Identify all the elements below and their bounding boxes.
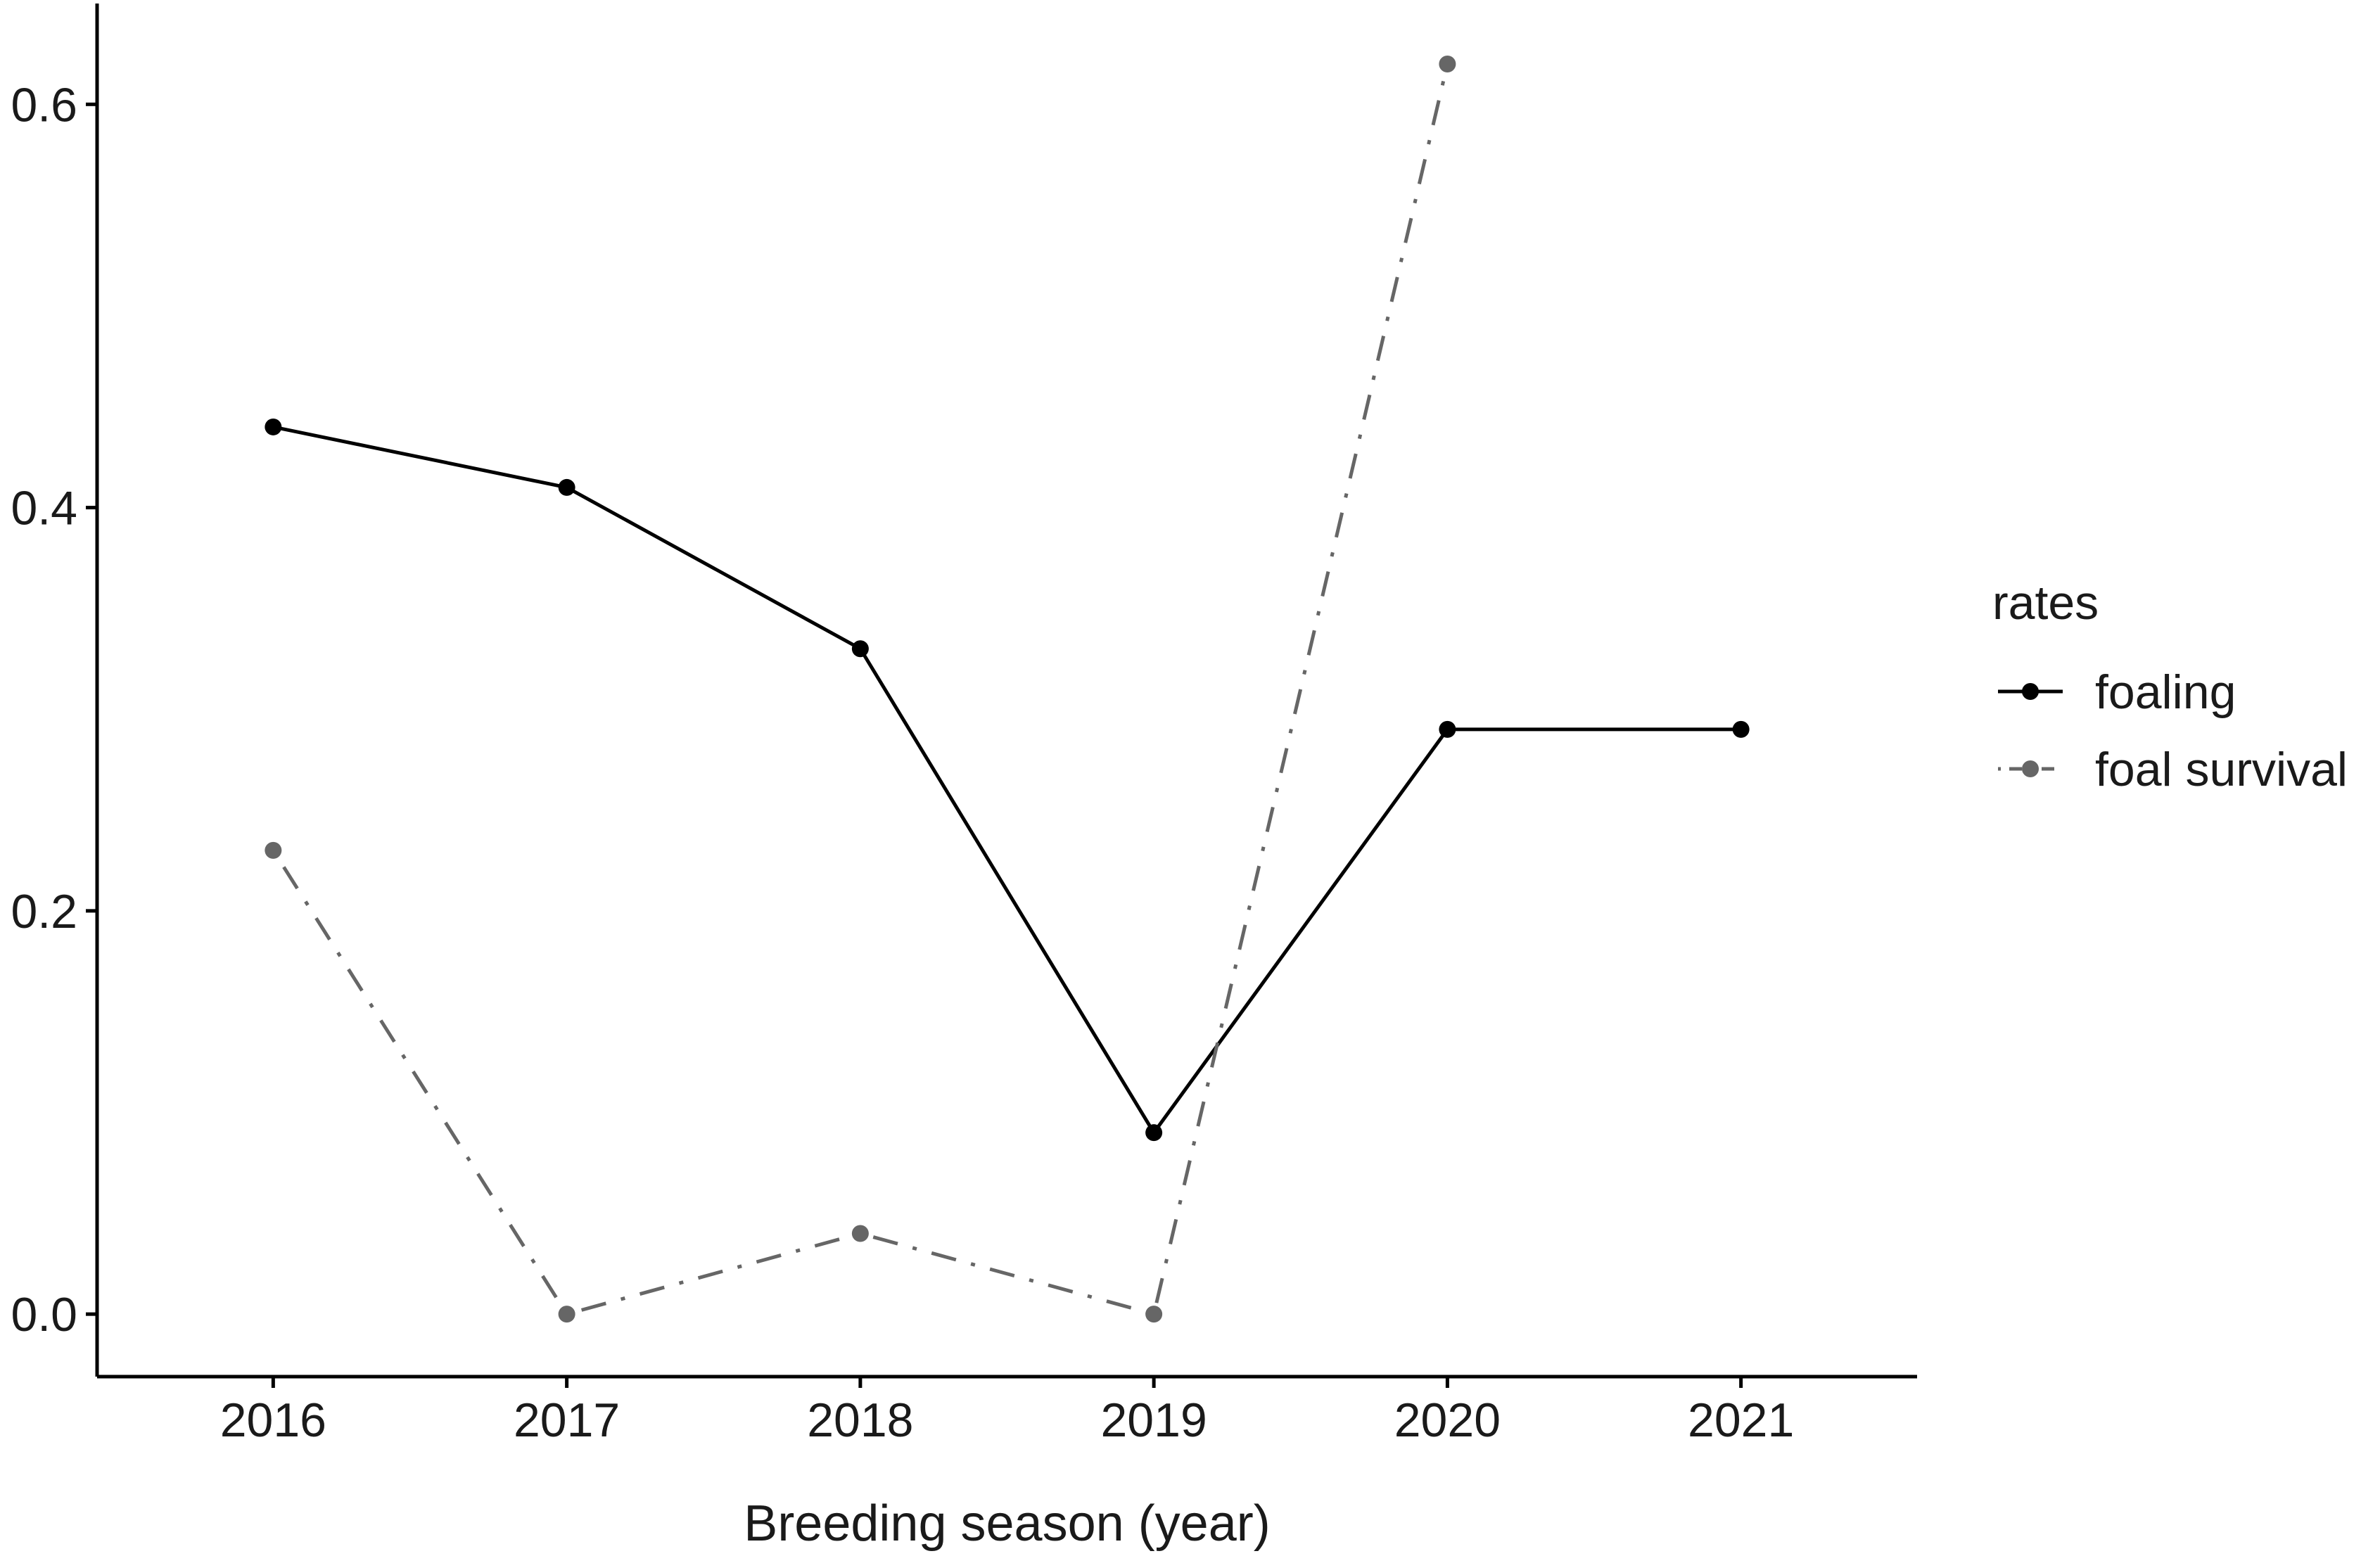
axes — [95, 4, 1917, 1379]
series-layer — [265, 55, 1750, 1323]
x-tick-label: 2020 — [1394, 1394, 1501, 1447]
x-axis-title: Breeding season (year) — [744, 1496, 1270, 1552]
legend-key-point — [2022, 683, 2039, 700]
y-tick-label: 0.4 — [11, 482, 77, 535]
x-tick-label: 2018 — [807, 1394, 913, 1447]
legend-items: foaling foal survival — [1998, 665, 2348, 796]
legend-title: rates — [1992, 576, 2099, 630]
series-foaling — [265, 418, 1750, 1142]
x-tick-label: 2021 — [1688, 1394, 1794, 1447]
x-tick-label: 2016 — [220, 1394, 326, 1447]
x-axis-ticks: 2016 2017 2018 2019 2020 2021 — [220, 1377, 1794, 1447]
legend-label: foal survival — [2095, 743, 2348, 796]
data-point — [1439, 55, 1456, 72]
data-point — [1732, 720, 1750, 738]
legend-key-point — [2022, 760, 2039, 777]
y-tick-label: 0.0 — [11, 1288, 77, 1341]
series-line — [272, 63, 1449, 1316]
legend-item: foaling — [1998, 665, 2236, 719]
series-line — [272, 425, 1741, 1135]
x-tick-label: 2019 — [1100, 1394, 1207, 1447]
data-point — [265, 418, 282, 435]
series-foal-survival — [265, 55, 1456, 1323]
data-point — [851, 1225, 869, 1242]
data-point — [265, 841, 282, 859]
legend-item: foal survival — [1998, 743, 2348, 796]
data-point — [558, 478, 575, 496]
x-tick-label: 2017 — [514, 1394, 620, 1447]
y-tick-label: 0.2 — [11, 885, 77, 938]
y-axis-ticks: 0.0 0.2 0.4 0.6 — [11, 78, 97, 1341]
data-point — [1145, 1124, 1163, 1142]
legend-label: foaling — [2095, 665, 2236, 719]
y-tick-label: 0.6 — [11, 78, 77, 132]
data-point — [851, 640, 869, 658]
data-point — [1439, 720, 1456, 738]
legend: rates foaling foal survival — [1992, 576, 2348, 796]
data-point — [1145, 1306, 1163, 1323]
data-point — [558, 1306, 575, 1323]
